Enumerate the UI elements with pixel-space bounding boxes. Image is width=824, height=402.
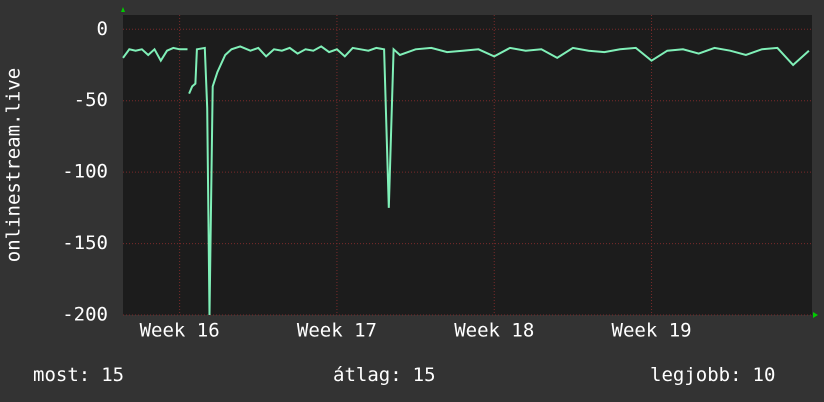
stat-value: 15 [413, 364, 436, 386]
x-tick-label: Week 16 [140, 320, 220, 342]
y-tick-label: -100 [62, 161, 108, 183]
y-tick-label: -50 [74, 89, 108, 111]
stat-value: 10 [753, 364, 776, 386]
y-axis-label: onlinestream.live [3, 68, 25, 262]
x-tick-label: Week 18 [454, 320, 534, 342]
y-tick-label: 0 [97, 18, 108, 40]
stat: átlag: 15 [333, 364, 436, 386]
stat-label: átlag: [333, 364, 402, 386]
stat: most: 15 [33, 364, 124, 386]
stat-label: legjobb: [650, 364, 742, 386]
plot-area [123, 15, 812, 315]
line [122, 45, 810, 316]
x-tick-label: Week 17 [297, 320, 377, 342]
y-tick-label: -200 [62, 304, 108, 326]
y-tick-label: -150 [62, 232, 108, 254]
x-tick-label: Week 19 [612, 320, 692, 342]
stats: most: 15 átlag: 15 legjobb: 10 [33, 364, 775, 386]
stat: legjobb: 10 [650, 364, 775, 386]
stat-value: 15 [101, 364, 124, 386]
stat-label: most: [33, 364, 90, 386]
axis-arrow [121, 7, 125, 12]
axis-arrow [813, 312, 818, 318]
